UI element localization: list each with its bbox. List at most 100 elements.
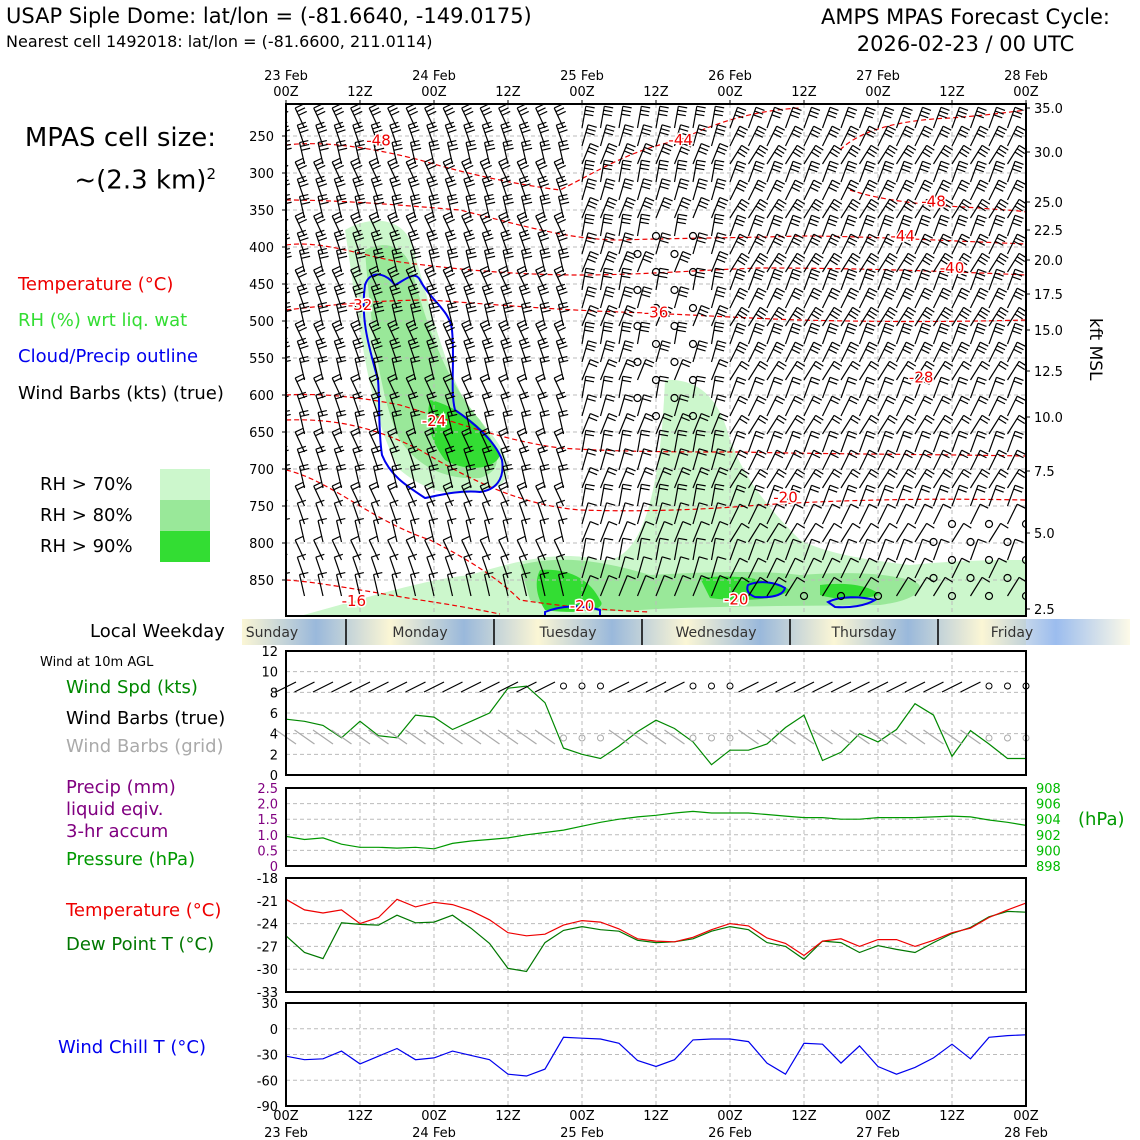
wind-barb bbox=[313, 319, 326, 345]
wind-barb-flag bbox=[411, 359, 421, 364]
wind-barb bbox=[368, 319, 381, 345]
wind-barb-staff bbox=[581, 521, 591, 543]
wind-barb bbox=[951, 557, 970, 579]
wind-barb-flag bbox=[756, 129, 765, 135]
wind-barb-flag bbox=[811, 453, 821, 459]
wind-barb-staff bbox=[969, 107, 979, 129]
wind-barb-flag bbox=[830, 399, 839, 405]
wind-barb-flag bbox=[445, 121, 455, 126]
wind-barb-staff bbox=[557, 142, 565, 165]
wind-barb-flag bbox=[335, 218, 344, 224]
wind-barb bbox=[618, 537, 632, 561]
wind-barb-flag bbox=[503, 413, 513, 418]
wind-barb-flag bbox=[294, 211, 304, 217]
wind-barb-flag bbox=[794, 148, 804, 154]
wind-barb-flag bbox=[981, 252, 991, 259]
wind-barb-flag bbox=[718, 254, 727, 260]
wind-barb-flag bbox=[813, 557, 822, 563]
wind-barb-flag bbox=[354, 463, 364, 468]
wind-barb-flag bbox=[905, 310, 915, 316]
wind-barb-staff bbox=[446, 574, 454, 597]
wind-barb bbox=[465, 463, 476, 489]
wind-barb-flag bbox=[922, 151, 931, 158]
wind-barb-flag bbox=[905, 449, 915, 455]
wind-barb-flag bbox=[535, 265, 545, 271]
wind-barb-flag bbox=[739, 125, 748, 131]
wind-barb-flag bbox=[870, 252, 880, 259]
wind-barb-flag bbox=[553, 319, 563, 325]
wind-barb-staff bbox=[766, 199, 780, 219]
wind-barb-staff bbox=[784, 377, 794, 399]
wind-barb-flag bbox=[373, 291, 383, 296]
wind-barb bbox=[481, 553, 492, 579]
wind-barb bbox=[877, 125, 896, 147]
wind-barb-flag bbox=[792, 484, 802, 489]
wind-barb-flag bbox=[887, 287, 896, 293]
wind-barb bbox=[296, 337, 309, 363]
wind-barb-flag bbox=[607, 362, 616, 368]
wind-barb-flag bbox=[792, 430, 802, 435]
calm-wind-circle bbox=[651, 411, 661, 421]
wind-barb-flag bbox=[427, 326, 437, 332]
wind-barb-flag bbox=[318, 237, 328, 242]
wind-barb bbox=[766, 179, 785, 201]
wind-barb-flag bbox=[741, 252, 750, 259]
wind-barb-flag bbox=[444, 431, 454, 437]
wind-barb-flag bbox=[405, 427, 415, 433]
wind-barb-flag bbox=[624, 258, 633, 263]
wind-barb-flag bbox=[603, 433, 613, 437]
wind-barb-staff bbox=[286, 360, 287, 362]
wind-barb bbox=[803, 287, 822, 309]
wind-barb-flag bbox=[521, 139, 531, 144]
wind-barb bbox=[479, 157, 492, 183]
wind-barb-flag bbox=[318, 413, 328, 418]
wind-barb bbox=[407, 391, 419, 417]
wind-barb-staff bbox=[286, 252, 287, 254]
wind-barb bbox=[405, 157, 418, 183]
wind-barb-flag bbox=[622, 271, 632, 275]
wind-barb-flag bbox=[466, 305, 476, 310]
wind-barb bbox=[747, 449, 767, 471]
wind-barb bbox=[692, 178, 708, 201]
wind-barb-flag bbox=[977, 160, 987, 165]
wind-barb-flag bbox=[498, 319, 508, 325]
wind-barb-flag bbox=[716, 204, 726, 209]
wind-barb-flag bbox=[277, 212, 285, 216]
wind-barb bbox=[636, 321, 651, 345]
wind-barb bbox=[428, 571, 438, 597]
bottom-axis-hour: 12Z bbox=[495, 1109, 521, 1124]
wind-barb bbox=[1025, 396, 1026, 398]
wind-barb-flag bbox=[979, 310, 989, 316]
height-tick-label: 17.5 bbox=[1034, 288, 1063, 303]
wind-barb-flag bbox=[696, 267, 706, 271]
wind-barb-flag bbox=[479, 427, 489, 433]
wind-barb-flag bbox=[300, 197, 310, 202]
wind-barb-flag bbox=[286, 341, 289, 344]
wind-barb bbox=[557, 301, 570, 327]
wind-barb-flag bbox=[502, 301, 512, 306]
wind-barb-flag bbox=[373, 129, 383, 134]
wind-barb-flag bbox=[537, 553, 547, 558]
wind-barb-flag bbox=[585, 267, 595, 271]
calm-wind-circle bbox=[947, 591, 957, 601]
wind-barb-flag bbox=[850, 179, 859, 185]
wind-barb-staff bbox=[405, 161, 417, 183]
wind-barb-flag bbox=[978, 345, 987, 351]
wind-barb bbox=[710, 105, 725, 129]
wind-barb-flag bbox=[907, 576, 917, 583]
wind-barb-flag bbox=[624, 394, 634, 398]
wind-barb-flag bbox=[846, 326, 856, 331]
wind-barb-flag bbox=[408, 121, 418, 126]
wind-barb-staff bbox=[405, 215, 417, 237]
wind-barb-flag bbox=[622, 379, 632, 383]
wind-barb bbox=[313, 481, 324, 507]
wind-barb bbox=[747, 395, 767, 417]
wind-barb-staff bbox=[969, 253, 983, 273]
wind-barb-staff bbox=[331, 269, 343, 291]
wind-barb-staff bbox=[710, 538, 716, 561]
wind-barb-flag bbox=[556, 175, 566, 180]
wind-barb bbox=[747, 538, 765, 561]
wind-barb-flag bbox=[645, 359, 655, 364]
wind-barb bbox=[426, 499, 436, 525]
wind-barb bbox=[479, 427, 491, 453]
